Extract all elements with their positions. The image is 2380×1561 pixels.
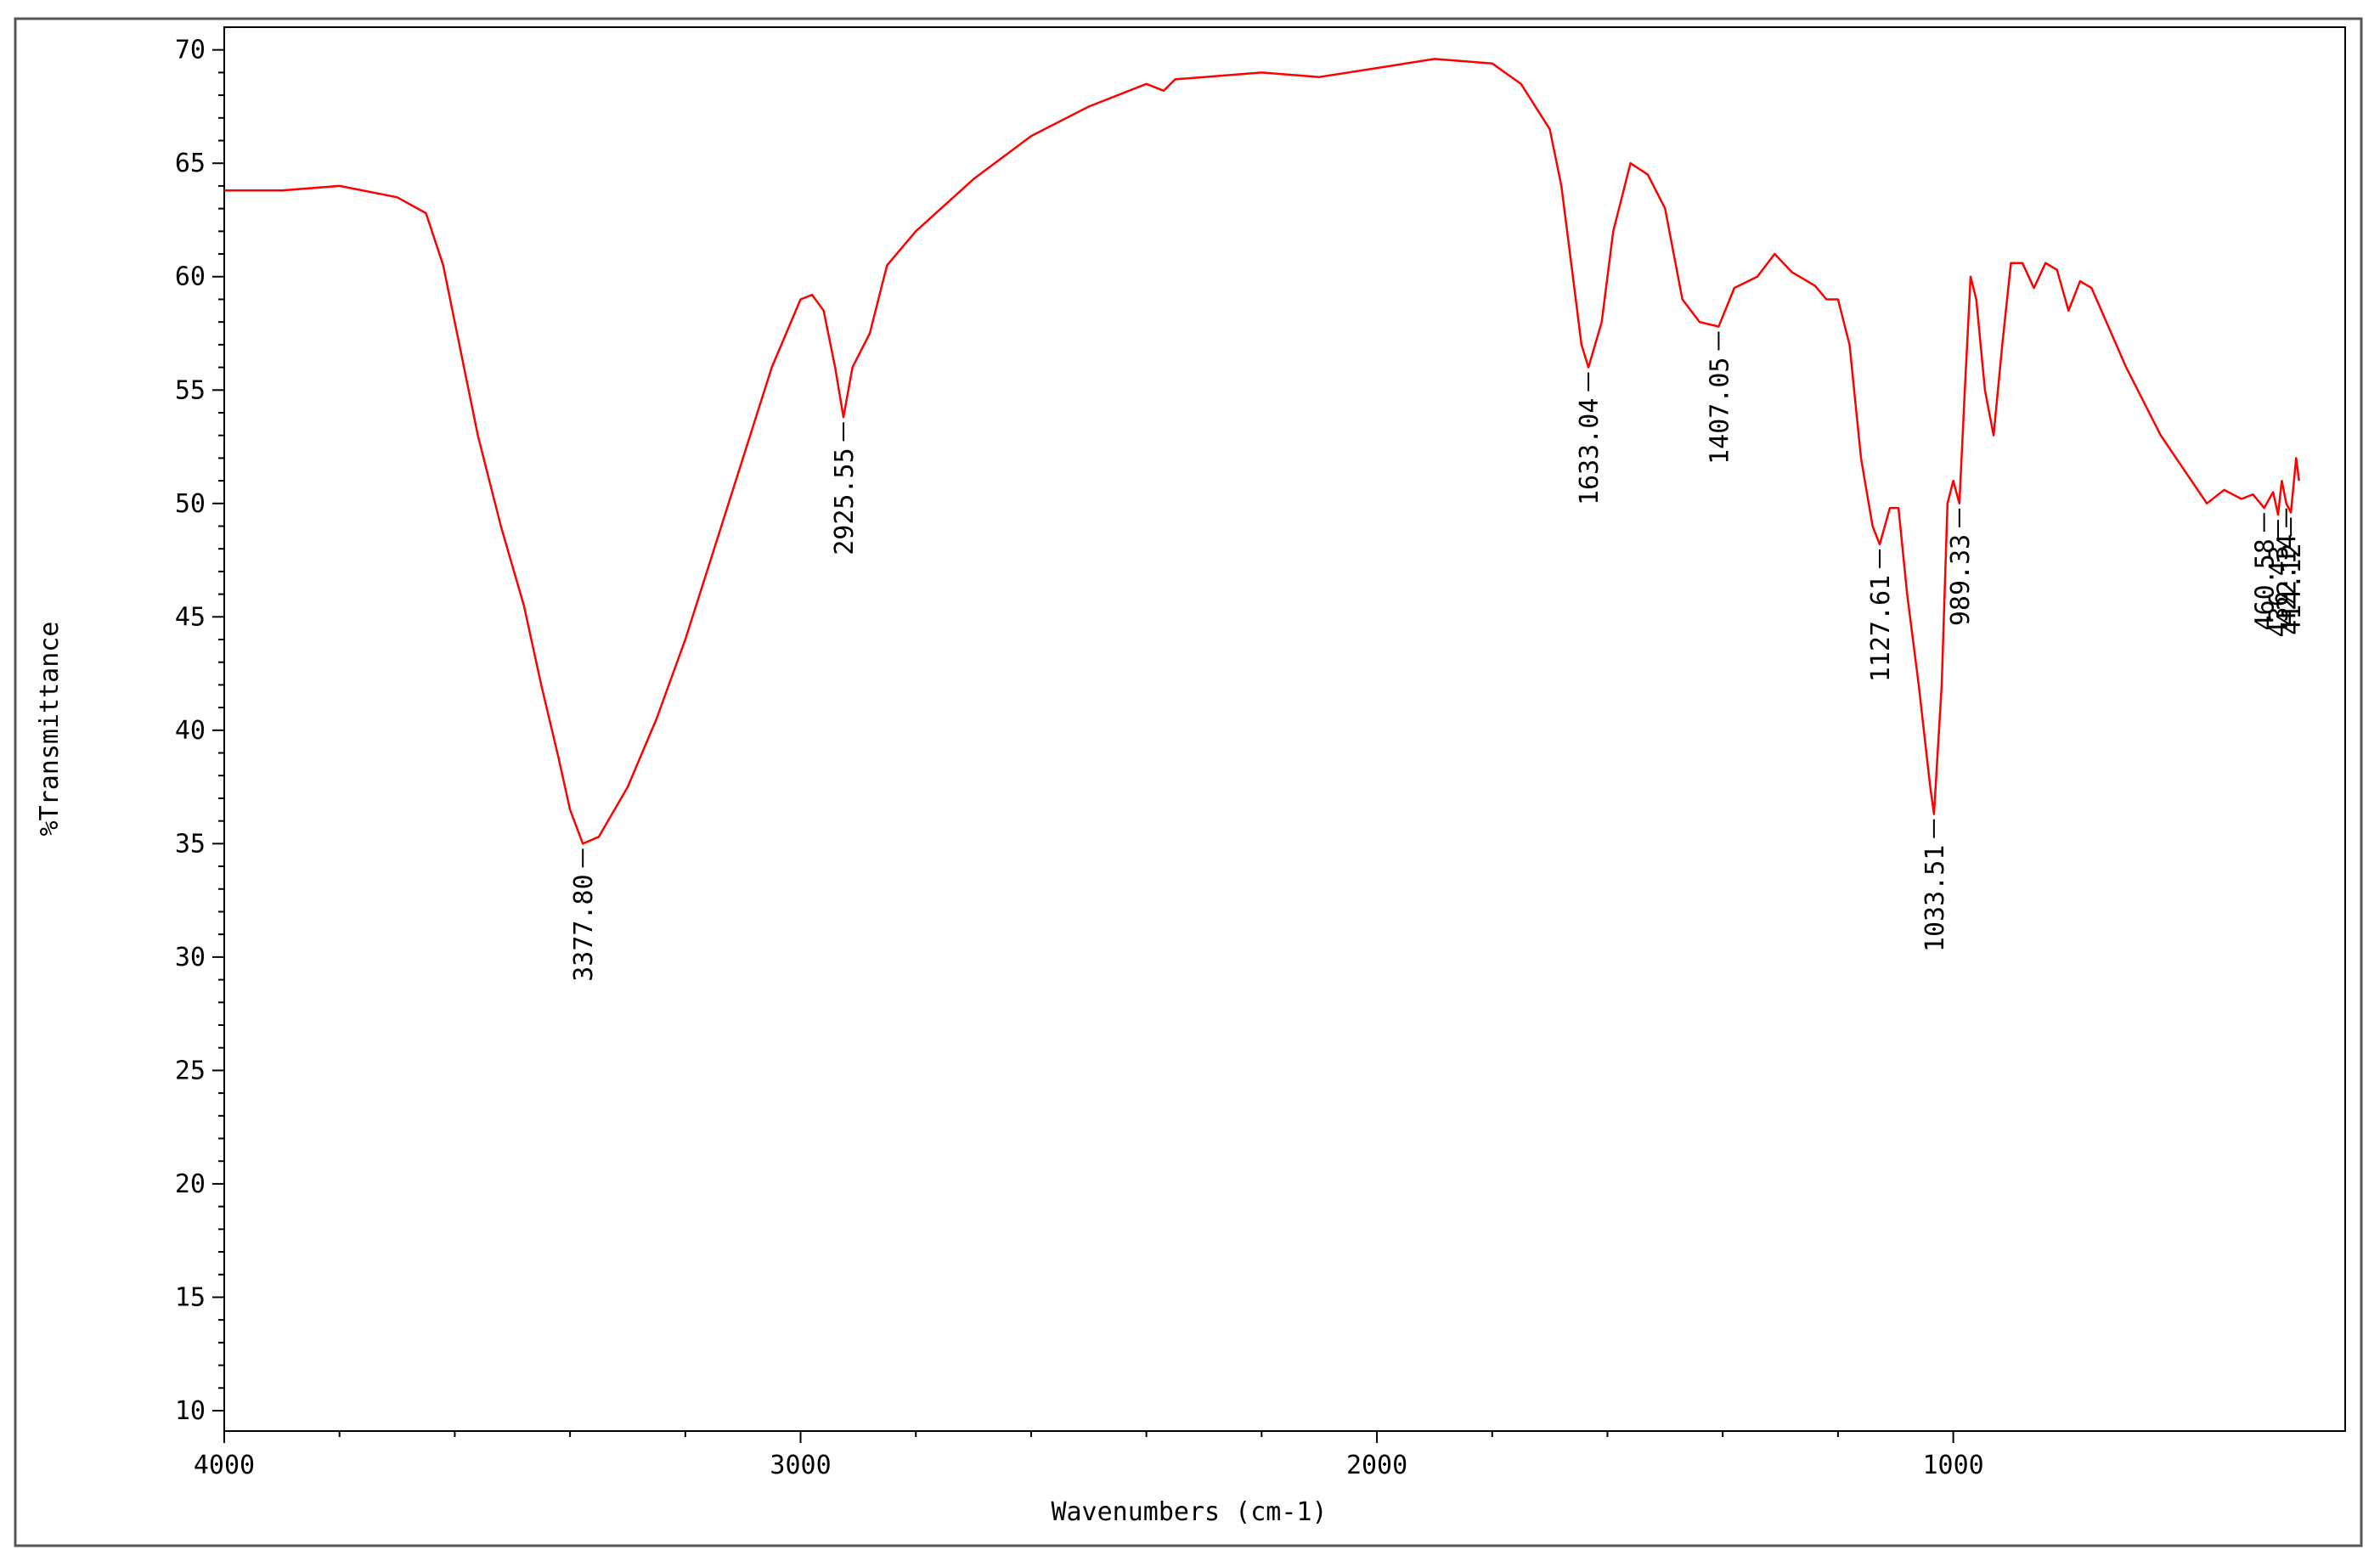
peak-label: 989.33	[1946, 534, 1976, 626]
y-tick-label: 25	[175, 1056, 206, 1085]
x-tick-label: 3000	[770, 1451, 831, 1480]
y-tick-label: 65	[175, 149, 206, 178]
peak-label: 1633.04	[1575, 398, 1605, 505]
y-axis-label: %Transmittance	[35, 622, 65, 837]
y-tick-label: 40	[175, 716, 206, 746]
y-tick-label: 45	[175, 602, 206, 632]
plot-area	[223, 26, 2346, 1432]
x-tick-label: 1000	[1922, 1451, 1983, 1480]
peak-label: 1407.05	[1705, 357, 1734, 464]
y-tick-label: 35	[175, 829, 206, 859]
spectrum-line	[224, 58, 2300, 845]
y-tick-label: 50	[175, 489, 206, 519]
x-tick-label: 2000	[1346, 1451, 1407, 1480]
x-axis-label: Wavenumbers (cm-1)	[1051, 1497, 1327, 1527]
peak-label: 1033.51	[1920, 845, 1950, 952]
y-tick-label: 60	[175, 262, 206, 292]
peak-label: 460.58	[2251, 538, 2281, 630]
y-tick-label: 30	[175, 943, 206, 972]
y-tick-label: 20	[175, 1169, 206, 1199]
peak-label: 414.12	[2277, 543, 2307, 634]
y-tick-label: 15	[175, 1282, 206, 1312]
y-tick-label: 70	[175, 36, 206, 65]
peak-label: 2925.55	[830, 448, 860, 555]
peak-label: 3377.80	[569, 874, 599, 981]
y-tick-label: 10	[175, 1396, 206, 1426]
frame	[14, 17, 2363, 1547]
peak-label: 436.43	[2264, 545, 2294, 637]
x-tick-label: 4000	[194, 1451, 255, 1480]
y-tick-label: 55	[175, 375, 206, 405]
peak-label: 1127.61	[1866, 575, 1896, 682]
peak-label: 422.14	[2273, 534, 2303, 626]
